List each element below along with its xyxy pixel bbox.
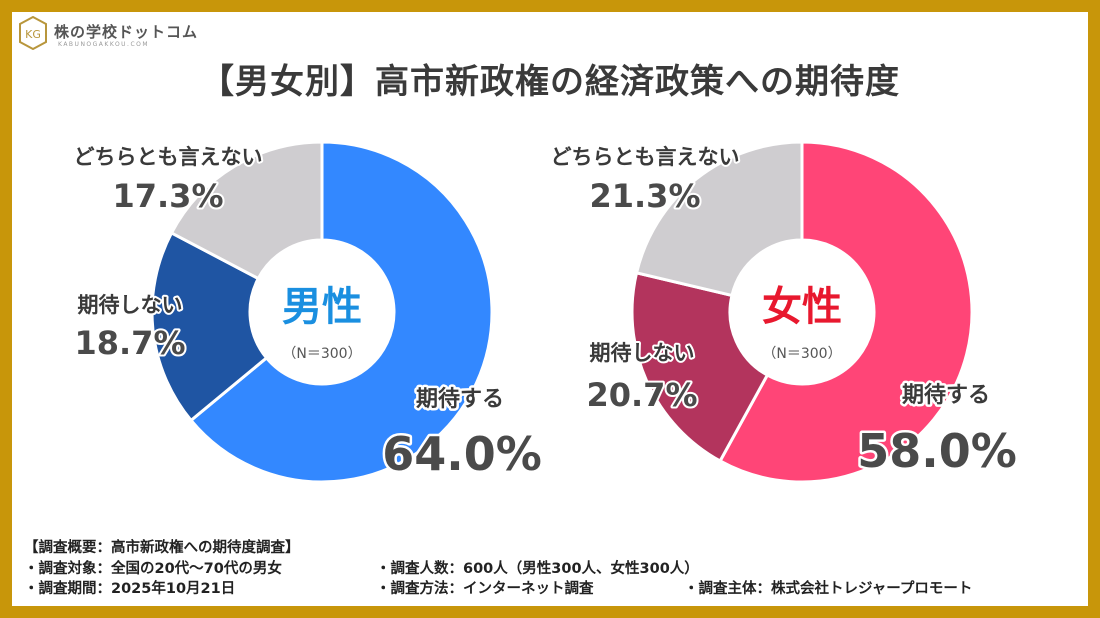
survey-period: ・調査期間：2025年10月21日 xyxy=(24,581,236,597)
slice-value-label: 58.0% xyxy=(857,424,1017,478)
survey-sponsor: ・調査主体：株式会社トレジャープロモート xyxy=(684,581,973,597)
sample-size-label: （N＝300） xyxy=(762,346,841,362)
donut-slice xyxy=(718,140,974,484)
survey-count: ・調査人数：600人（男性300人、女性300人） xyxy=(376,560,699,577)
slice-name-label: 期待しない xyxy=(590,341,695,365)
slice-name-label: 期待しない xyxy=(78,293,183,317)
slice-name-label: 期待する xyxy=(902,382,990,408)
site-logo[interactable]: KG 株の学校ドットコム KABUNOGAKKOU.COM xyxy=(18,16,218,56)
donut-charts: 男性 （N＝300） 期待する 64.0% 期待しない 18.7% どちらとも言えない 17.… xyxy=(72,140,1019,484)
center-label: 男性 xyxy=(282,284,362,330)
slice-name-label: 期待する xyxy=(416,386,504,412)
donut-slice xyxy=(169,140,324,281)
sample-size-label: （N＝300） xyxy=(282,346,361,362)
slice-value-label: 17.3% xyxy=(112,177,223,215)
survey-target: ・調査対象：全国の20代～70代の男女 xyxy=(24,560,282,577)
page-title: 【男女別】高市新政権の経済政策への期待度 xyxy=(200,62,900,102)
donut-hole xyxy=(250,240,394,384)
slice-name-label: どちらとも言えない xyxy=(551,145,740,169)
logo-name: 株の学校ドットコム xyxy=(54,23,199,41)
slice-value-label: 20.7% xyxy=(586,376,697,414)
center-label: 女性 xyxy=(762,284,842,330)
logo-icon: KG xyxy=(19,16,47,50)
slice-value-label: 64.0% xyxy=(382,427,542,481)
survey-method: ・調査方法：インターネット調査 xyxy=(376,581,594,597)
logo-mark-text: KG xyxy=(25,28,41,41)
survey-heading: 【調査概要：高市新政権への期待度調査】 xyxy=(24,540,300,556)
infographic-frame: KG 株の学校ドットコム KABUNOGAKKOU.COM 【男女別】高市新政権… xyxy=(12,12,1088,606)
slice-name-label: どちらとも言えない xyxy=(74,145,263,169)
donut-hole xyxy=(730,240,874,384)
logo-url: KABUNOGAKKOU.COM xyxy=(58,41,150,48)
slice-value-label: 18.7% xyxy=(74,324,185,362)
slice-value-label: 21.3% xyxy=(589,177,700,215)
